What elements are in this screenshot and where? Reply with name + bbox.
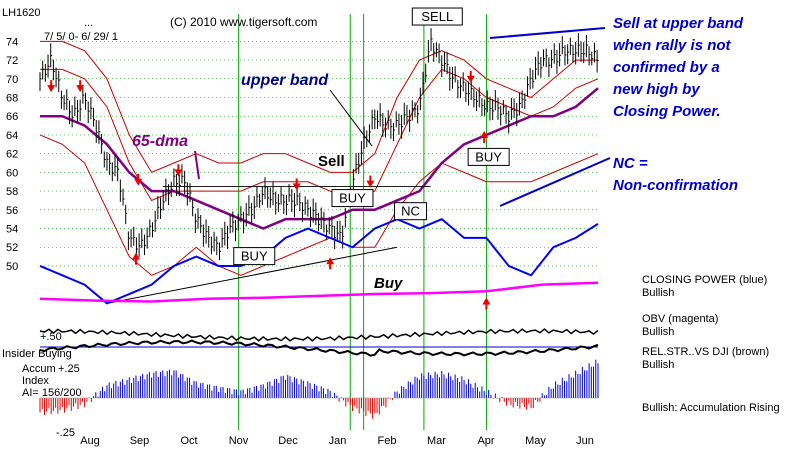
arrow-up-3 — [131, 252, 140, 260]
right-note-line-4: Closing Power. — [613, 103, 721, 120]
insider-label: Insider Buying — [2, 348, 72, 360]
arrow-up-7 — [480, 130, 489, 138]
arrow-down-2 — [134, 178, 143, 186]
obv-name: OBV (magenta) — [642, 313, 719, 325]
accum-label-2: AI= 156/200 — [22, 387, 82, 399]
right-note-line-2: confirmed by a — [613, 59, 720, 76]
right-note-line-1: when rally is not — [613, 37, 732, 54]
closing-power-status: Bullish — [642, 287, 675, 299]
accum-tick-minus: -.25 — [56, 427, 75, 439]
arrow-up-10 — [482, 297, 491, 305]
obv-status: Bullish — [642, 326, 675, 338]
signal-label-buy: BUY — [475, 149, 502, 164]
header-dots: ... — [84, 17, 93, 29]
signal-markers: BUY BUY BUY NC SELL — [47, 7, 510, 310]
arrow-down-4 — [174, 169, 183, 177]
month-label-dec: Dec — [278, 435, 298, 447]
buy-annotation: Buy — [374, 275, 403, 292]
right-note-line-3: new high by — [613, 81, 700, 98]
upper-band-line — [40, 40, 598, 174]
nc-note-line-1: Non-confirmation — [613, 177, 738, 194]
month-label-jun: Jun — [576, 435, 594, 447]
indicator-lines — [39, 218, 599, 305]
month-label-apr: Apr — [477, 435, 494, 447]
obv-line — [39, 281, 599, 303]
rel-strength-name: REL.STR..VS DJI (brown) — [642, 346, 770, 358]
rel-strength-legend: REL.STR..VS DJI (brown) Bullish — [642, 346, 769, 372]
signal-box-3 — [394, 202, 428, 221]
signal-label-buy: BUY — [241, 249, 268, 264]
date-range-label: 7/ 5/ 0- 6/ 29/ 1 — [44, 31, 118, 43]
signal-label-sell: SELL — [421, 9, 453, 24]
price-tick-72: 72 — [6, 55, 18, 67]
signal-box-4 — [411, 7, 463, 26]
dma-annotation: 65-dma — [132, 133, 188, 150]
month-label-mar: Mar — [427, 435, 446, 447]
signal-label-nc: NC — [401, 204, 420, 219]
obv-legend: OBV (magenta) Bullish — [642, 313, 718, 339]
nc-pointer — [499, 157, 611, 207]
price-tick-54: 54 — [6, 224, 18, 236]
arrow-down-5 — [292, 183, 301, 191]
month-label-nov: Nov — [229, 435, 249, 447]
price-tick-66: 66 — [6, 111, 18, 123]
accum-label-0: Accum — [22, 363, 56, 375]
closing-power-line — [39, 218, 599, 305]
month-label-sep: Sep — [130, 435, 150, 447]
arrow-down-0 — [47, 85, 56, 93]
right-note-line-0: Sell at upper band — [613, 15, 744, 32]
accum-label-1: Index — [22, 375, 49, 387]
price-tick-62: 62 — [6, 149, 18, 161]
price-tick-74: 74 — [6, 36, 18, 48]
upper-band-pointer — [329, 89, 373, 147]
rel-strength-line — [39, 339, 599, 357]
price-tick-58: 58 — [6, 186, 18, 198]
month-label-aug: Aug — [80, 435, 100, 447]
price-tick-64: 64 — [6, 130, 18, 142]
axes: 50 52 54 56 58 60 62 64 66 68 70 72 74 Aug Sep Oct Nov De… — [6, 36, 594, 447]
closing-power-legend: CLOSING POWER (blue) Bullish — [642, 274, 767, 300]
price-grid — [40, 41, 598, 267]
signal-box-1 — [331, 189, 374, 208]
price-tick-68: 68 — [6, 93, 18, 105]
copyright-label: (C) 2010 www.tigersoft.com — [170, 15, 317, 29]
month-label-may: May — [525, 435, 546, 447]
price-tick-60: 60 — [6, 167, 18, 179]
upper-band-annotation: upper band — [241, 72, 329, 89]
month-label-feb: Feb — [378, 435, 397, 447]
support-trendline — [106, 246, 398, 304]
signal-box-2 — [467, 147, 510, 166]
closing-power-name: CLOSING POWER (blue) — [642, 274, 768, 286]
arrow-up-8 — [326, 257, 335, 265]
month-label-oct: Oct — [180, 435, 197, 447]
lower-band-line — [39, 134, 599, 276]
nc-note-line-0: NC = — [613, 155, 648, 172]
arrow-down-1 — [76, 85, 85, 93]
lower-panels — [39, 328, 599, 419]
signal-label-buy: BUY — [339, 191, 366, 206]
price-tick-70: 70 — [6, 74, 18, 86]
month-label-jan: Jan — [329, 435, 347, 447]
accum-tick-plus: +.25 — [58, 363, 80, 375]
ticker-label: LH1620 — [2, 7, 41, 19]
dma-pointer — [194, 150, 200, 180]
price-tick-50: 50 — [6, 261, 18, 273]
rel-strength-status: Bullish — [642, 359, 675, 371]
price-tick-56: 56 — [6, 205, 18, 217]
accumulation-note: Bullish: Accumulation Rising — [642, 402, 780, 414]
price-tick-52: 52 — [6, 242, 18, 254]
sell-pointer — [489, 27, 606, 39]
insider-tick: +.50 — [40, 331, 62, 343]
sell-annotation: Sell — [318, 153, 345, 170]
insider-line — [39, 328, 599, 342]
arrow-down-6 — [466, 75, 475, 83]
arrow-down-9 — [366, 180, 375, 188]
signal-box-0 — [233, 247, 276, 266]
